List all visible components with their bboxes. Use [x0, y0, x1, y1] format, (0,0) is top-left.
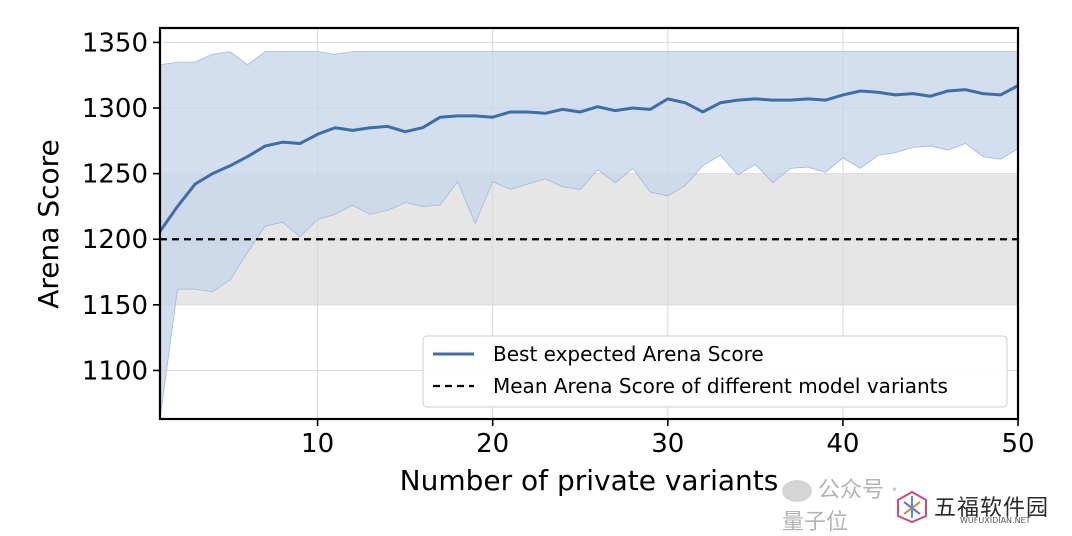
brand-watermark: 五福软件园 WUFUXIDIAN.NET: [894, 488, 1064, 530]
best-score-line: [158, 84, 1019, 233]
brand-name: 五福软件园: [934, 496, 1050, 521]
x-tick-label: 20: [476, 429, 509, 459]
brand-logo-icon: [897, 490, 927, 524]
y-tick-label: 1150: [82, 291, 148, 321]
y-tick-label: 1350: [82, 28, 148, 58]
legend-label-mean-score: Mean Arena Score of different model vari…: [493, 374, 948, 398]
x-tick-label: 30: [651, 429, 684, 459]
legend-label-best-score: Best expected Arena Score: [493, 342, 764, 366]
wechat-watermark-text: 公众号 · 量子位: [782, 478, 898, 535]
wechat-watermark: 公众号 · 量子位: [782, 472, 902, 535]
x-axis-ticks: 10 20 30 40 50: [301, 419, 1035, 459]
y-tick-label: 1300: [82, 94, 148, 124]
x-tick-label: 10: [301, 429, 334, 459]
y-tick-label: 1250: [82, 160, 148, 190]
plot-frame: [158, 26, 1020, 421]
x-tick-label: 40: [826, 429, 859, 459]
x-axis-label: Number of private variants: [400, 464, 779, 497]
wechat-icon: [782, 480, 812, 502]
legend-box: [422, 335, 1008, 408]
legend: Best expected Arena Score Mean Arena Scor…: [422, 335, 1008, 408]
x-tick-label: 50: [1001, 429, 1034, 459]
series-lines: [158, 84, 1019, 241]
brand-url: WUFUXIDIAN.NET: [960, 516, 1031, 525]
y-axis-label: Arena Score: [32, 139, 65, 309]
y-tick-label: 1100: [82, 356, 148, 386]
y-axis-ticks: 1100 1150 1200 1250 1300 1350: [82, 28, 160, 386]
y-tick-label: 1200: [82, 225, 148, 255]
